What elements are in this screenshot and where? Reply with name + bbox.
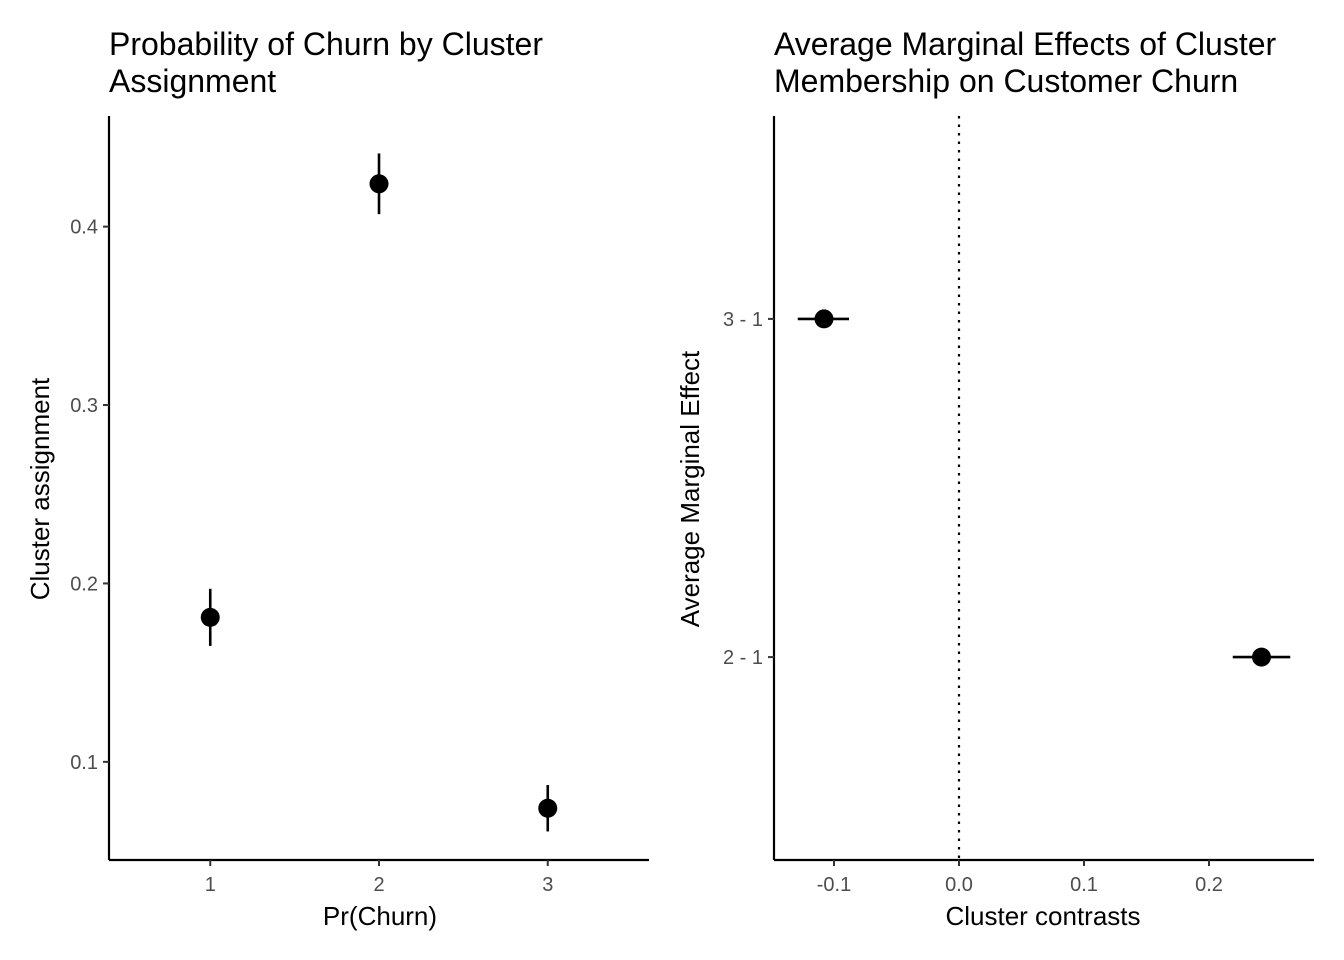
panel-probability-of-churn: Probability of Churn by Cluster Assignme… bbox=[25, 26, 649, 931]
x-tick-label: 1 bbox=[205, 874, 216, 896]
data-point bbox=[200, 607, 220, 627]
x-tick-label: -0.1 bbox=[817, 874, 851, 896]
data-point bbox=[1252, 647, 1271, 667]
x-axis-label: Cluster contrasts bbox=[945, 901, 1140, 931]
y-tick-label: 2 - 1 bbox=[723, 647, 763, 669]
x-axis-label: Pr(Churn) bbox=[323, 901, 437, 931]
chart-title-line-2: Membership on Customer Churn bbox=[774, 63, 1238, 99]
y-tick-label: 0.2 bbox=[70, 573, 98, 595]
chart-title-line-1: Average Marginal Effects of Cluster bbox=[774, 26, 1277, 62]
chart-title-line-2: Assignment bbox=[109, 63, 276, 99]
x-tick-label: 0.1 bbox=[1070, 874, 1098, 896]
x-tick-label: 0.2 bbox=[1195, 874, 1223, 896]
x-tick-label: 3 bbox=[542, 874, 553, 896]
data-point bbox=[369, 174, 389, 194]
y-tick-label: 0.1 bbox=[70, 752, 98, 774]
plot-area: 0.1 0.2 0.3 0.4 1 2 3 bbox=[70, 116, 649, 896]
y-tick-label: 3 - 1 bbox=[723, 309, 763, 331]
data-point bbox=[814, 309, 834, 329]
y-tick-label: 0.4 bbox=[70, 217, 98, 239]
y-axis-label: Cluster assignment bbox=[25, 377, 55, 600]
y-tick-label: 0.3 bbox=[70, 395, 98, 417]
data-point bbox=[538, 798, 558, 818]
x-tick-label: 0.0 bbox=[945, 874, 973, 896]
chart-title-line-1: Probability of Churn by Cluster bbox=[109, 26, 543, 62]
panel-average-marginal-effects: Average Marginal Effects of Cluster Memb… bbox=[675, 26, 1314, 931]
plot-area: 2 - 1 3 - 1 -0.1 0.0 0.1 0.2 bbox=[723, 116, 1314, 896]
y-axis-label: Average Marginal Effect bbox=[675, 350, 705, 627]
x-tick-label: 2 bbox=[373, 874, 384, 896]
